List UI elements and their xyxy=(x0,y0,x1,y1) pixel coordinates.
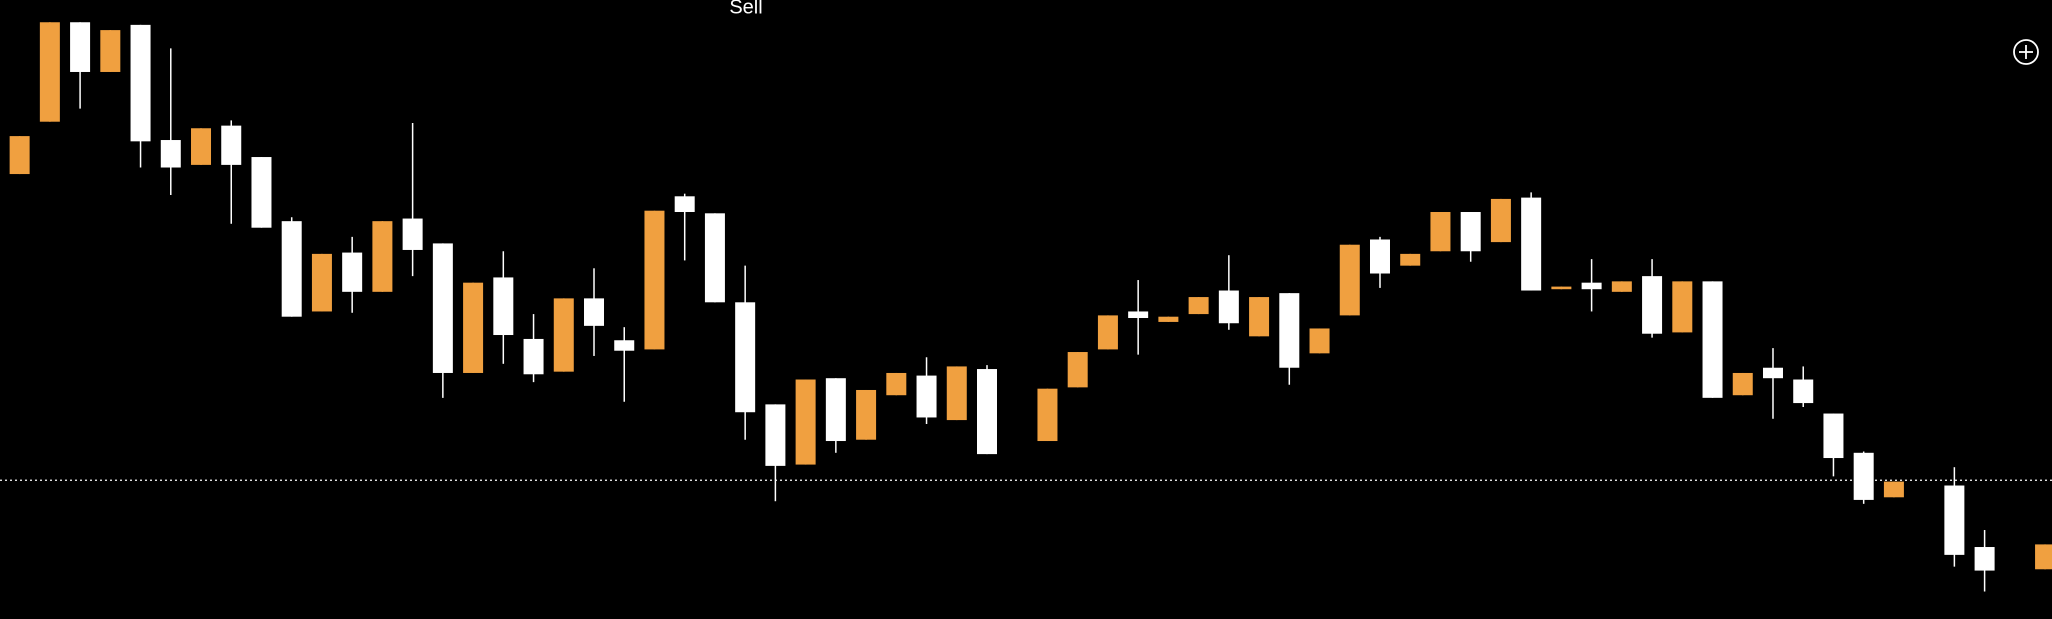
candle-body xyxy=(432,243,453,373)
candle-body xyxy=(1521,197,1542,291)
candle-body xyxy=(1188,297,1209,315)
candle-body xyxy=(1490,198,1511,243)
candle-body xyxy=(1672,281,1693,333)
add-button[interactable] xyxy=(2013,39,2039,65)
candle-body xyxy=(1853,452,1874,500)
candle-body xyxy=(2035,544,2052,570)
candle-body xyxy=(856,389,877,440)
candle-body xyxy=(1369,239,1390,274)
candle-body xyxy=(130,24,151,142)
candle-body xyxy=(342,252,363,292)
candle-body xyxy=(1793,379,1814,404)
candle-body xyxy=(1067,352,1088,388)
candle-body xyxy=(1309,328,1330,354)
candle-body xyxy=(1551,286,1572,290)
candle-body xyxy=(1642,276,1663,334)
chart-title: Sell xyxy=(729,0,762,18)
candle-body xyxy=(1611,281,1632,292)
candle-body xyxy=(251,157,272,228)
candle-body xyxy=(221,125,242,165)
candle-body xyxy=(1097,315,1118,350)
candle-body xyxy=(1158,316,1179,322)
add-button-circle[interactable] xyxy=(2013,39,2039,65)
candle-body xyxy=(1430,212,1451,252)
candle-body xyxy=(191,128,212,165)
candle-body xyxy=(584,298,605,326)
candle-body xyxy=(1974,547,1995,571)
candle-body xyxy=(795,379,816,465)
candle-body xyxy=(644,210,665,350)
candle-body xyxy=(916,375,937,418)
candle-body xyxy=(553,298,574,372)
candle-body xyxy=(1823,413,1844,459)
candle-body xyxy=(1732,372,1753,396)
candle-body xyxy=(1944,485,1965,555)
candle-body xyxy=(1762,367,1783,379)
candle-body xyxy=(9,136,30,175)
candle-body xyxy=(70,22,91,72)
candle-body xyxy=(372,221,393,292)
candle-body xyxy=(100,30,121,72)
candle-body xyxy=(523,338,544,375)
candle-body xyxy=(39,22,60,122)
candle-body xyxy=(1218,290,1239,324)
candle-body xyxy=(1702,281,1723,398)
candle-body xyxy=(1249,297,1270,337)
candle-body xyxy=(1460,212,1481,252)
candle-body xyxy=(493,277,514,336)
candle-body xyxy=(1581,282,1602,290)
candle-body xyxy=(1279,293,1300,368)
candle-body xyxy=(825,378,846,442)
candle-body xyxy=(614,340,635,351)
candle-body xyxy=(977,369,998,455)
candle-body xyxy=(311,253,332,312)
candle-body xyxy=(1037,388,1058,442)
candle-body xyxy=(1339,244,1360,316)
candle-body xyxy=(765,404,786,466)
candle-body xyxy=(160,140,181,168)
candle-body xyxy=(674,196,695,213)
candle-body xyxy=(281,221,302,317)
candle-body xyxy=(886,372,907,396)
candle-body xyxy=(735,302,756,413)
candle-body xyxy=(704,213,725,303)
candle-body xyxy=(946,366,967,421)
candle-body xyxy=(402,218,423,250)
candle-body xyxy=(1883,481,1904,498)
candle-body xyxy=(1400,253,1421,266)
candle-body xyxy=(1128,311,1149,319)
candle-body xyxy=(463,282,484,373)
